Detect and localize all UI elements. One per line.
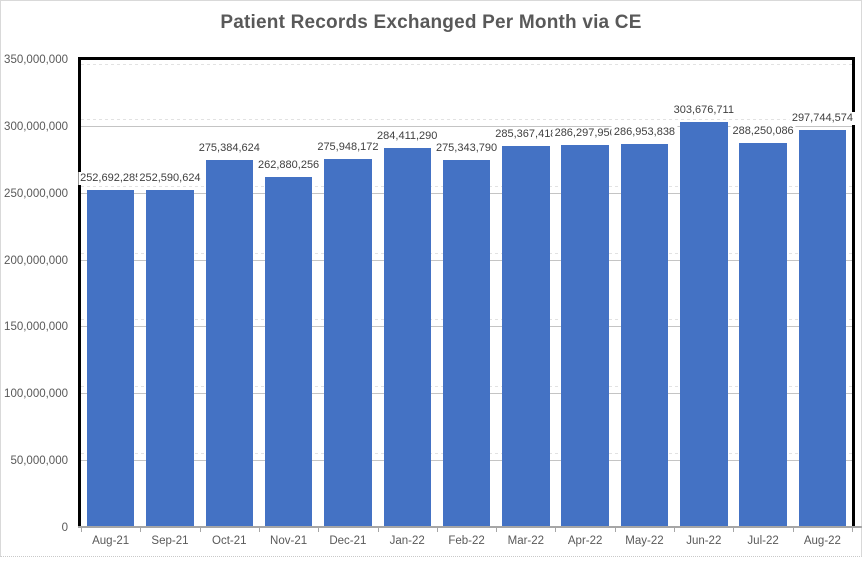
bar-slot-dec-21: 275,948,172 <box>315 60 381 528</box>
x-axis-tick <box>258 528 260 532</box>
bars: 252,692,285 252,590,624 275,384,624 262,880… <box>78 60 855 528</box>
data-label-may-22: 286,953,838 <box>611 126 678 140</box>
plot-area: 252,692,285 252,590,624 275,384,624 262,880… <box>78 57 855 528</box>
bar-nov-21 <box>264 176 313 528</box>
bar-slot-nov-21: 262,880,256 <box>256 60 322 528</box>
data-label-mar-22: 285,367,418 <box>493 128 559 142</box>
bar-slot-aug-21: 252,692,285 <box>78 60 144 528</box>
x-axis-tick <box>199 528 201 532</box>
bar-slot-mar-22: 285,367,418 <box>493 60 559 528</box>
x-tick-label-jul-22: Jul-22 <box>747 535 779 547</box>
x-axis-tick <box>496 528 498 532</box>
x-axis-tick <box>318 528 320 532</box>
y-axis-labels: 0 50,000,000 100,000,000 150,000,000 200,000… <box>0 0 68 563</box>
bar-oct-21 <box>205 159 253 528</box>
gridline <box>81 125 852 127</box>
x-axis-tick <box>377 528 379 532</box>
bar-slot-jan-22: 284,411,290 <box>375 60 440 528</box>
y-tick-label: 0 <box>61 522 68 534</box>
x-tick-label-oct-21: Oct-21 <box>212 535 247 547</box>
bar-slot-jul-22: 288,250,086 <box>730 60 796 528</box>
x-tick-label-dec-21: Dec-21 <box>329 535 367 547</box>
x-axis-tick <box>852 528 853 532</box>
bar-slot-may-22: 286,953,838 <box>611 60 678 528</box>
x-axis-tick <box>555 528 557 532</box>
bar-mar-22 <box>502 146 550 528</box>
bar-dec-21 <box>324 159 372 528</box>
y-tick-label: 50,000,000 <box>10 455 68 468</box>
data-label-aug-22: 297,744,574 <box>789 111 855 125</box>
bar-sep-21 <box>146 190 194 528</box>
gridline-dotted <box>81 118 852 120</box>
x-axis-tick <box>140 528 142 532</box>
bar-jul-22 <box>739 142 787 528</box>
bar-slot-apr-22: 286,297,950 <box>552 60 618 528</box>
data-label-jan-22: 284,411,290 <box>375 129 440 143</box>
y-tick-label: 150,000,000 <box>4 321 68 334</box>
bar-jan-22 <box>383 147 431 528</box>
x-tick-label-nov-21: Nov-21 <box>270 535 308 547</box>
x-axis-tick <box>81 528 82 532</box>
data-label-sep-21: 252,590,624 <box>137 172 203 186</box>
y-tick-label: 200,000,000 <box>4 254 68 267</box>
bar-slot-aug-22: 297,744,574 <box>789 60 855 528</box>
data-label-oct-21: 275,384,624 <box>196 141 262 155</box>
bar-may-22 <box>620 144 669 528</box>
data-label-aug-21: 252,692,285 <box>78 172 144 186</box>
x-axis-tick <box>792 528 794 532</box>
y-tick-label: 350,000,000 <box>4 54 68 66</box>
chart-title: Patient Records Exchanged Per Month via … <box>220 12 642 33</box>
y-tick-label: 300,000,000 <box>4 120 68 133</box>
x-tick-label-sep-21: Sep-21 <box>151 535 189 547</box>
bar-jun-22 <box>680 121 728 528</box>
bar-slot-oct-21: 275,384,624 <box>196 60 262 528</box>
gridline-dotted <box>81 64 852 65</box>
data-label-jun-22: 303,676,711 <box>671 103 736 117</box>
x-tick-label-jan-22: Jan-22 <box>389 535 425 547</box>
x-tick-label-mar-22: Mar-22 <box>507 535 545 547</box>
y-tick-label: 100,000,000 <box>4 388 68 401</box>
x-axis-line <box>78 526 862 528</box>
bar-aug-22 <box>798 129 847 528</box>
bar-slot-sep-21: 252,590,624 <box>137 60 203 528</box>
x-tick-label-feb-22: Feb-22 <box>448 535 485 547</box>
x-axis-tick <box>614 528 616 532</box>
y-tick-label: 250,000,000 <box>4 187 68 200</box>
x-tick-label-apr-22: Apr-22 <box>567 535 603 547</box>
x-axis-tick <box>436 528 438 532</box>
bar-apr-22 <box>561 145 609 528</box>
bar-slot-jun-22: 303,676,711 <box>671 60 736 528</box>
x-tick-label-jun-22: Jun-22 <box>686 535 722 547</box>
x-axis-tick <box>674 528 676 532</box>
data-label-feb-22: 275,343,790 <box>433 141 500 155</box>
bar-slot-feb-22: 275,343,790 <box>433 60 500 528</box>
data-label-apr-22: 286,297,950 <box>552 127 618 141</box>
data-label-jul-22: 288,250,086 <box>730 124 796 138</box>
data-label-nov-21: 262,880,256 <box>256 158 322 172</box>
x-axis-tick <box>733 528 735 532</box>
x-axis-labels: Aug-21 Sep-21 Oct-21 Nov-21 Dec-21 Jan-22 Feb-… <box>81 535 852 547</box>
x-tick-label-may-22: May-22 <box>625 535 664 547</box>
x-axis-ticks <box>81 528 853 532</box>
x-tick-label-aug-22: Aug-22 <box>803 535 841 547</box>
bar-aug-21 <box>86 190 135 528</box>
data-label-dec-21: 275,948,172 <box>315 141 381 155</box>
bar-feb-22 <box>442 159 491 528</box>
x-tick-label-aug-21: Aug-21 <box>92 535 130 547</box>
